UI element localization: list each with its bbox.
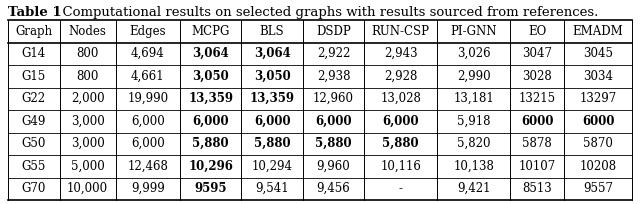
Text: 2,000: 2,000 [71,92,104,105]
Text: 13,359: 13,359 [188,92,234,105]
Text: EO: EO [528,25,547,38]
Text: DSDP: DSDP [316,25,351,38]
Text: 12,960: 12,960 [313,92,354,105]
Text: 12,468: 12,468 [127,160,168,173]
Text: 6,000: 6,000 [315,115,352,128]
Text: 800: 800 [76,70,99,83]
Text: 9,456: 9,456 [317,182,350,195]
Text: 6000: 6000 [582,115,614,128]
Text: RUN-CSP: RUN-CSP [372,25,429,38]
Text: 3028: 3028 [522,70,552,83]
Text: 6000: 6000 [521,115,554,128]
Text: G22: G22 [22,92,46,105]
Text: 10,138: 10,138 [453,160,494,173]
Text: Edges: Edges [129,25,166,38]
Text: Table 1: Table 1 [8,6,61,19]
Text: G15: G15 [22,70,46,83]
Text: 6,000: 6,000 [254,115,291,128]
Text: 5,880: 5,880 [315,137,352,150]
Text: 3,064: 3,064 [193,47,229,60]
Text: 2,938: 2,938 [317,70,350,83]
Text: 8513: 8513 [522,182,552,195]
Text: MCPG: MCPG [191,25,230,38]
Text: 3,050: 3,050 [253,70,291,83]
Text: PI-GNN: PI-GNN [451,25,497,38]
Text: EMADM: EMADM [573,25,623,38]
Text: 3,050: 3,050 [193,70,229,83]
Text: 2,928: 2,928 [384,70,417,83]
Text: 3047: 3047 [522,47,552,60]
Text: 13215: 13215 [519,92,556,105]
Text: 2,943: 2,943 [384,47,417,60]
Text: 9,999: 9,999 [131,182,164,195]
Text: 6,000: 6,000 [193,115,229,128]
Text: 10,294: 10,294 [252,160,292,173]
Text: 5,820: 5,820 [457,137,491,150]
Text: BLS: BLS [260,25,284,38]
Text: 800: 800 [76,47,99,60]
Text: -: - [399,182,403,195]
Text: 3,000: 3,000 [71,115,104,128]
Text: 3034: 3034 [583,70,613,83]
Text: 10,116: 10,116 [380,160,421,173]
Text: G70: G70 [22,182,46,195]
Text: Graph: Graph [15,25,52,38]
Text: 2,990: 2,990 [457,70,491,83]
Text: 9,541: 9,541 [255,182,289,195]
Text: 3,064: 3,064 [253,47,291,60]
Text: 9,421: 9,421 [457,182,491,195]
Text: 2,922: 2,922 [317,47,350,60]
Text: Nodes: Nodes [68,25,106,38]
Text: 5870: 5870 [583,137,613,150]
Text: Computational results on selected graphs with results sourced from references.: Computational results on selected graphs… [54,6,598,19]
Text: 5,918: 5,918 [457,115,491,128]
Text: 6,000: 6,000 [131,137,164,150]
Text: 5,880: 5,880 [382,137,419,150]
Text: 19,990: 19,990 [127,92,168,105]
Text: 10208: 10208 [580,160,617,173]
Text: 3,026: 3,026 [457,47,491,60]
Text: 9595: 9595 [195,182,227,195]
Text: G50: G50 [22,137,46,150]
Text: 9557: 9557 [583,182,613,195]
Text: 13297: 13297 [579,92,617,105]
Text: 6,000: 6,000 [382,115,419,128]
Text: G14: G14 [22,47,46,60]
Text: 10107: 10107 [518,160,556,173]
Text: 10,000: 10,000 [67,182,108,195]
Text: 13,181: 13,181 [454,92,494,105]
Text: G49: G49 [22,115,46,128]
Text: 4,694: 4,694 [131,47,164,60]
Text: 9,960: 9,960 [317,160,350,173]
Text: 4,661: 4,661 [131,70,164,83]
Text: 3,000: 3,000 [71,137,104,150]
Text: 10,296: 10,296 [188,160,233,173]
Text: 5,880: 5,880 [254,137,291,150]
Text: 5,880: 5,880 [193,137,229,150]
Text: G55: G55 [22,160,46,173]
Text: 5878: 5878 [522,137,552,150]
Text: 6,000: 6,000 [131,115,164,128]
Text: 5,000: 5,000 [71,160,104,173]
Text: 13,028: 13,028 [380,92,421,105]
Text: 13,359: 13,359 [250,92,294,105]
Text: 3045: 3045 [583,47,613,60]
